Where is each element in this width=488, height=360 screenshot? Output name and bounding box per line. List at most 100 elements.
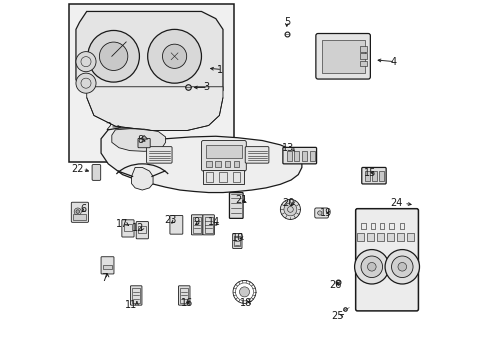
FancyBboxPatch shape bbox=[191, 215, 203, 235]
Bar bbox=[137, 226, 146, 233]
Circle shape bbox=[76, 51, 96, 72]
Circle shape bbox=[284, 203, 296, 216]
Bar bbox=[360, 60, 366, 66]
Text: 10: 10 bbox=[232, 233, 244, 243]
Bar bbox=[386, 233, 393, 241]
Bar bbox=[203, 170, 244, 184]
Bar bbox=[69, 4, 233, 162]
Bar bbox=[286, 151, 291, 161]
Polygon shape bbox=[76, 12, 223, 101]
Bar bbox=[371, 171, 376, 181]
Polygon shape bbox=[112, 129, 165, 151]
FancyBboxPatch shape bbox=[201, 140, 246, 171]
Bar bbox=[219, 172, 226, 182]
FancyBboxPatch shape bbox=[136, 222, 148, 239]
Circle shape bbox=[360, 256, 382, 278]
FancyBboxPatch shape bbox=[130, 286, 142, 305]
Text: 3: 3 bbox=[203, 82, 209, 93]
Polygon shape bbox=[140, 135, 147, 139]
Bar bbox=[234, 235, 240, 246]
Polygon shape bbox=[101, 128, 301, 193]
Bar bbox=[399, 223, 404, 229]
Circle shape bbox=[88, 31, 139, 82]
Text: 11: 11 bbox=[124, 300, 137, 310]
Bar bbox=[73, 215, 86, 220]
Bar bbox=[364, 171, 369, 181]
Text: 23: 23 bbox=[163, 215, 176, 225]
Bar bbox=[205, 145, 241, 158]
Text: 24: 24 bbox=[390, 198, 402, 208]
FancyBboxPatch shape bbox=[169, 216, 183, 234]
Bar bbox=[309, 151, 314, 161]
FancyBboxPatch shape bbox=[203, 215, 214, 235]
Bar bbox=[379, 223, 384, 229]
Text: 6: 6 bbox=[81, 204, 86, 215]
Polygon shape bbox=[131, 167, 153, 190]
Text: 13: 13 bbox=[281, 143, 293, 153]
Bar bbox=[370, 223, 374, 229]
Circle shape bbox=[76, 210, 80, 213]
Text: 7: 7 bbox=[101, 273, 107, 283]
Bar bbox=[388, 223, 393, 229]
Bar bbox=[233, 172, 240, 182]
Text: 2: 2 bbox=[105, 122, 112, 132]
Circle shape bbox=[162, 44, 186, 68]
Circle shape bbox=[76, 73, 96, 93]
Bar bbox=[321, 40, 364, 73]
Bar bbox=[132, 288, 140, 303]
Text: 17: 17 bbox=[115, 219, 128, 229]
Text: 26: 26 bbox=[329, 280, 341, 290]
Text: 9: 9 bbox=[193, 217, 199, 227]
Text: 5: 5 bbox=[283, 17, 289, 27]
FancyBboxPatch shape bbox=[232, 233, 242, 248]
Text: 21: 21 bbox=[235, 195, 247, 205]
Circle shape bbox=[367, 262, 375, 271]
Text: 16: 16 bbox=[181, 298, 193, 308]
Bar bbox=[356, 233, 363, 241]
Circle shape bbox=[354, 249, 388, 284]
Circle shape bbox=[317, 211, 321, 215]
Text: 14: 14 bbox=[207, 217, 220, 227]
FancyBboxPatch shape bbox=[282, 147, 316, 164]
Bar bbox=[215, 161, 221, 167]
Bar bbox=[294, 151, 299, 161]
Bar bbox=[123, 224, 132, 231]
Text: 19: 19 bbox=[320, 208, 332, 218]
Bar bbox=[205, 172, 212, 182]
Circle shape bbox=[391, 256, 412, 278]
Circle shape bbox=[280, 199, 300, 220]
Circle shape bbox=[239, 287, 249, 297]
FancyBboxPatch shape bbox=[146, 147, 172, 163]
Text: 15: 15 bbox=[364, 168, 376, 178]
Bar bbox=[360, 53, 366, 59]
Text: 12: 12 bbox=[131, 223, 144, 233]
Bar bbox=[206, 161, 211, 167]
Polygon shape bbox=[86, 87, 223, 131]
FancyBboxPatch shape bbox=[178, 286, 190, 305]
Bar bbox=[204, 217, 212, 233]
Bar bbox=[376, 233, 383, 241]
Bar bbox=[366, 233, 373, 241]
FancyBboxPatch shape bbox=[314, 208, 328, 218]
Bar bbox=[379, 171, 384, 181]
Bar bbox=[302, 151, 306, 161]
FancyBboxPatch shape bbox=[361, 167, 386, 184]
Bar bbox=[102, 265, 112, 269]
Text: 22: 22 bbox=[71, 164, 83, 174]
Bar bbox=[361, 223, 365, 229]
Bar bbox=[396, 233, 403, 241]
Circle shape bbox=[397, 262, 406, 271]
Bar bbox=[193, 217, 201, 233]
Text: 20: 20 bbox=[282, 198, 294, 208]
FancyBboxPatch shape bbox=[101, 257, 114, 274]
Bar bbox=[407, 233, 413, 241]
Bar bbox=[360, 46, 366, 52]
Bar bbox=[180, 288, 188, 303]
Circle shape bbox=[74, 208, 81, 215]
FancyBboxPatch shape bbox=[229, 193, 243, 219]
FancyBboxPatch shape bbox=[355, 209, 418, 311]
FancyBboxPatch shape bbox=[315, 33, 369, 79]
Text: 8: 8 bbox=[137, 135, 143, 145]
Text: 25: 25 bbox=[331, 311, 344, 320]
Text: 4: 4 bbox=[390, 57, 396, 67]
